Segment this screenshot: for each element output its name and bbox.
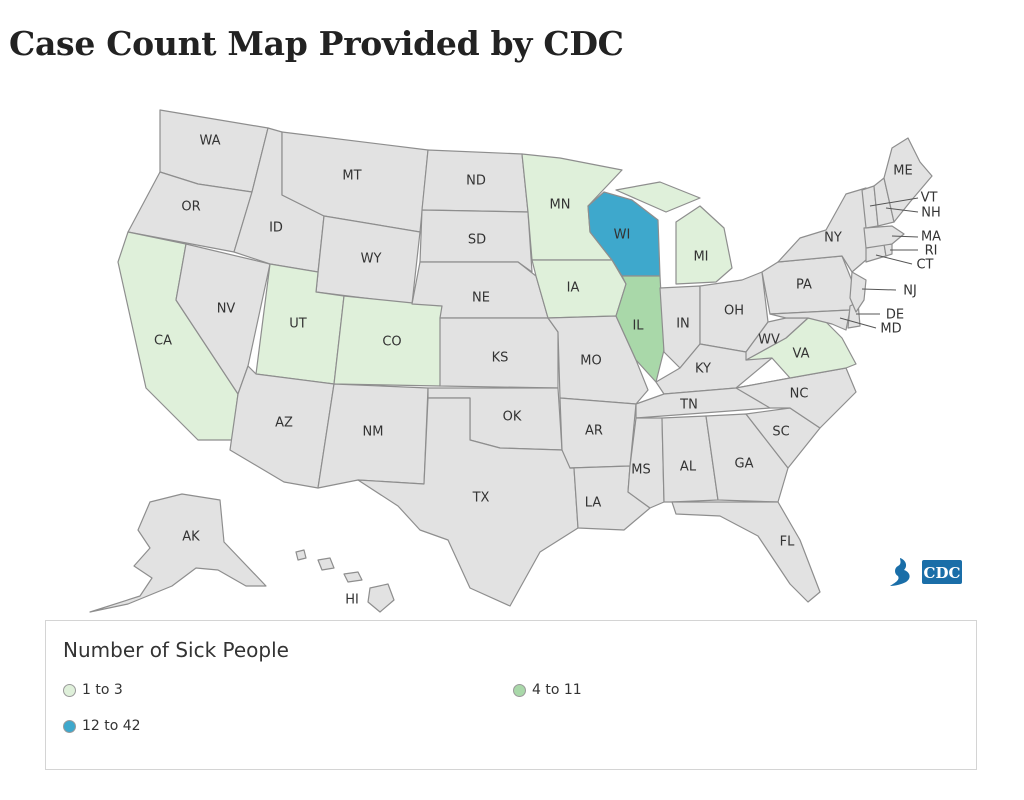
state-label-MD: MD [880,322,901,337]
state-HI[interactable] [295,549,395,613]
leader-line-CT [875,254,913,265]
leader-line-MA [891,235,919,238]
state-label-DE: DE [886,308,904,323]
us-map: WA OR CA NV ID MT WY UT CO AZ NM ND SD N… [89,109,941,613]
state-label-PA: PA [796,278,812,293]
state-label-IL: IL [632,319,644,334]
state-label-MI: MI [693,250,708,265]
state-label-OR: OR [181,200,200,215]
state-label-WA: WA [199,134,220,149]
legend-title: Number of Sick People [63,638,289,662]
state-label-VA: VA [793,347,810,362]
state-label-ND: ND [466,174,486,189]
state-label-NM: NM [363,425,384,440]
page-title: Case Count Map Provided by CDC [9,24,624,63]
legend-swatch-4-to-11 [513,683,526,697]
state-KS[interactable] [439,317,559,389]
legend-item-4-to-11: 4 to 11 [513,682,582,698]
state-label-CA: CA [154,334,172,349]
state-label-ID: ID [269,221,283,236]
state-label-MO: MO [580,354,601,369]
state-label-MT: MT [342,169,361,184]
state-label-VT: VT [921,191,938,206]
leader-line-NH [885,207,919,213]
state-label-OH: OH [724,304,744,319]
state-label-TN: TN [679,398,698,413]
state-label-AZ: AZ [275,416,293,431]
state-label-MS: MS [631,463,650,478]
state-label-AR: AR [585,424,603,439]
state-MI[interactable] [615,181,733,285]
state-label-NE: NE [472,291,490,306]
state-label-WY: WY [361,252,382,267]
legend-swatch-1-to-3 [63,683,76,697]
state-AL[interactable] [661,415,719,503]
state-label-CO: CO [382,335,401,350]
legend-label-4-to-11: 4 to 11 [532,682,582,698]
legend: Number of Sick People 1 to 3 4 to 11 12 … [45,620,977,770]
leader-line-MD [839,317,877,329]
legend-label-1-to-3: 1 to 3 [82,682,123,698]
legend-swatch-12-to-42 [63,719,76,733]
state-label-FL: FL [780,535,795,550]
state-NJ[interactable] [849,271,867,313]
state-label-SC: SC [772,425,789,440]
state-FL[interactable] [671,501,821,603]
state-AK[interactable] [89,493,267,613]
cdc-logo-icon: CDC [890,558,962,586]
state-label-KY: KY [695,362,711,377]
state-label-TX: TX [472,491,490,506]
state-label-UT: UT [289,317,307,332]
state-label-WI: WI [614,228,631,243]
state-label-NH: NH [921,206,941,221]
state-label-IA: IA [567,281,580,296]
state-ME[interactable] [883,137,933,223]
state-label-SD: SD [468,233,486,248]
state-label-KS: KS [492,351,509,366]
state-label-NC: NC [790,387,809,402]
state-label-WV: WV [758,333,780,348]
state-label-AK: AK [182,530,200,545]
state-label-GA: GA [735,457,754,472]
state-label-OK: OK [503,410,522,425]
state-label-HI: HI [345,593,359,608]
state-MA[interactable] [863,225,905,249]
cdc-logo-text: CDC [924,564,961,582]
state-TX[interactable] [357,397,579,607]
state-label-RI: RI [925,244,938,259]
state-label-CT: CT [916,258,933,273]
state-label-IN: IN [676,317,690,332]
leader-line-VT [869,197,919,207]
legend-item-12-to-42: 12 to 42 [63,718,141,734]
legend-label-12-to-42: 12 to 42 [82,718,141,734]
state-label-MA: MA [921,230,941,245]
leader-line-NJ [861,288,897,291]
state-label-NV: NV [217,302,236,317]
state-label-MN: MN [550,198,571,213]
legend-item-1-to-3: 1 to 3 [63,682,123,698]
state-label-AL: AL [680,460,697,475]
state-label-NY: NY [824,231,842,246]
state-label-LA: LA [585,496,602,511]
state-label-NJ: NJ [903,284,917,299]
state-GA[interactable] [705,413,789,503]
state-label-ME: ME [893,164,912,179]
